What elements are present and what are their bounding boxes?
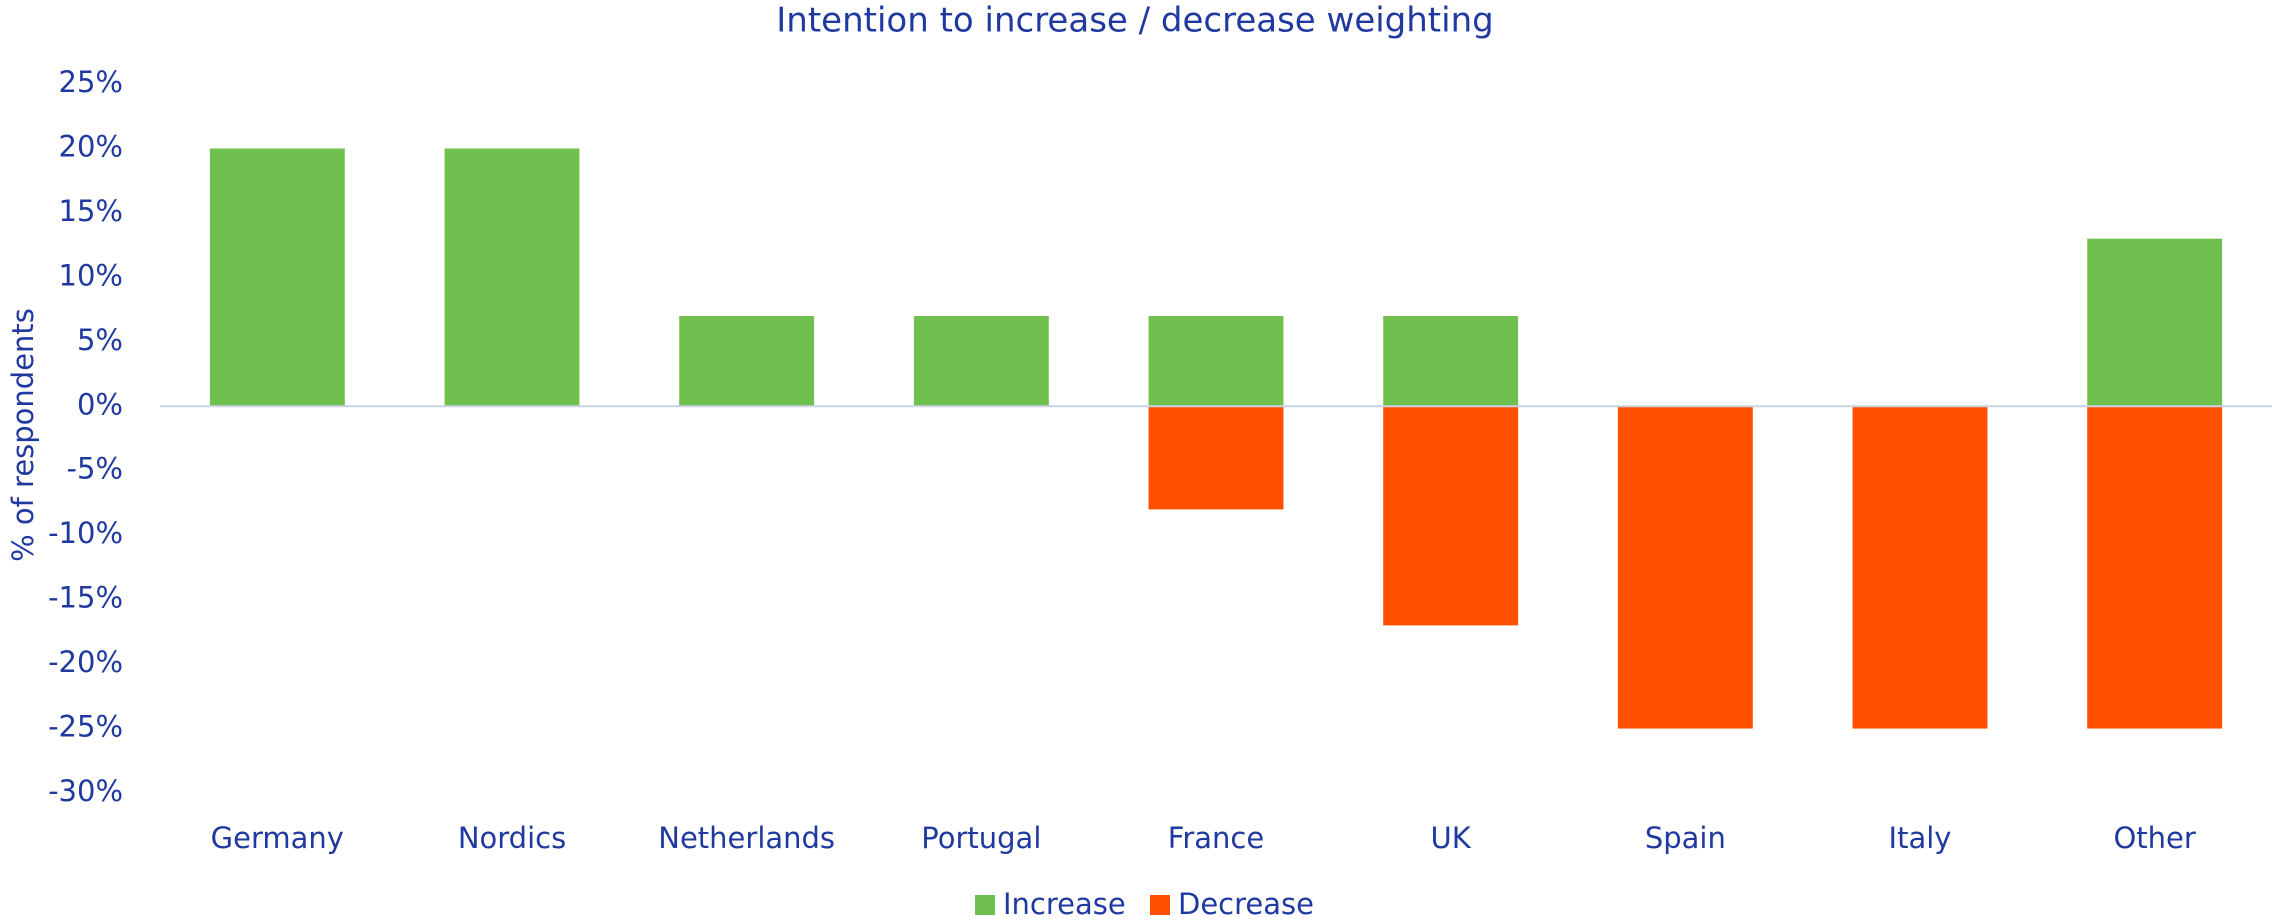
y-tick-label: -20% (48, 645, 123, 679)
x-tick-label: Spain (1645, 821, 1726, 855)
legend-swatch (975, 895, 995, 915)
x-tick-label: Germany (211, 821, 344, 855)
bar (1852, 406, 1988, 729)
bar (2087, 406, 2223, 729)
y-tick-label: -30% (48, 774, 123, 808)
x-tick-label: France (1168, 821, 1264, 855)
bar (2087, 238, 2223, 407)
bar (1383, 406, 1519, 626)
x-tick-label: Nordics (458, 821, 566, 855)
x-tick-label: Other (2113, 821, 2195, 855)
bar (444, 148, 580, 407)
bar (1617, 406, 1753, 729)
y-tick-label: -5% (67, 452, 123, 486)
y-tick-label: -15% (48, 581, 123, 615)
y-tick-label: 20% (59, 129, 123, 163)
legend-label: Decrease (1178, 887, 1314, 921)
y-tick-label: -25% (48, 710, 123, 744)
y-tick-label: 0% (77, 387, 123, 421)
x-tick-label: UK (1431, 821, 1472, 855)
y-tick-label: 10% (59, 258, 123, 292)
bar (1148, 316, 1284, 407)
bar (679, 316, 815, 407)
y-tick-label: 5% (77, 323, 123, 357)
y-tick-label: -10% (48, 516, 123, 550)
y-tick-label: 15% (59, 194, 123, 228)
x-tick-label: Netherlands (658, 821, 835, 855)
legend-swatch (1150, 895, 1170, 915)
bar (1383, 316, 1519, 407)
bar (209, 148, 345, 407)
legend-label: Increase (1003, 887, 1126, 921)
y-tick-label: 25% (59, 65, 123, 99)
bar (913, 316, 1049, 407)
y-axis-label: % of respondents (6, 308, 40, 562)
bar (1148, 406, 1284, 510)
chart-title: Intention to increase / decrease weighti… (776, 1, 1493, 41)
x-tick-label: Italy (1889, 821, 1952, 855)
x-tick-label: Portugal (921, 821, 1041, 855)
